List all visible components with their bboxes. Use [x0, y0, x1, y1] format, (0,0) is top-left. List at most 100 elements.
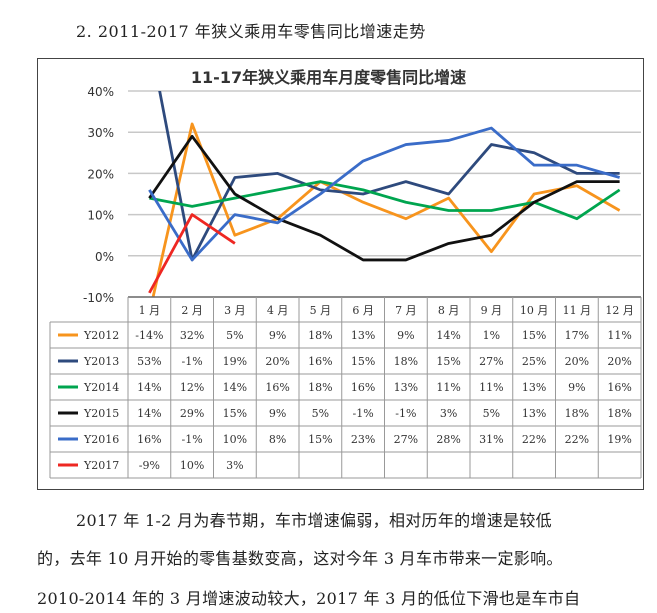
legend-label: Y2017	[83, 459, 119, 472]
y-tick-label: 40%	[87, 85, 114, 99]
data-label: 5%	[226, 329, 243, 342]
data-label: 9%	[269, 407, 286, 420]
data-label: 18%	[308, 381, 332, 394]
data-label: 13%	[351, 329, 375, 342]
month-label: 1 月	[139, 304, 161, 317]
data-label: 15%	[522, 329, 546, 342]
data-label: 17%	[565, 329, 589, 342]
data-label: 11%	[479, 381, 503, 394]
data-label: 32%	[180, 329, 204, 342]
data-label: 16%	[265, 381, 289, 394]
data-label: 1%	[483, 329, 500, 342]
data-label: 29%	[180, 407, 204, 420]
data-label: -1%	[353, 407, 374, 420]
data-label: -9%	[139, 459, 160, 472]
data-label: 19%	[223, 355, 247, 368]
y-tick-label: 0%	[95, 250, 114, 264]
month-label: 6 月	[352, 304, 374, 317]
data-label: -1%	[182, 433, 203, 446]
month-label: 9 月	[481, 304, 503, 317]
data-label: 15%	[223, 407, 247, 420]
month-label: 11 月	[563, 304, 592, 317]
data-label: 16%	[308, 355, 332, 368]
legend-label: Y2012	[83, 329, 119, 342]
legend-label: Y2014	[83, 381, 119, 394]
data-label: 27%	[479, 355, 503, 368]
data-label: 3%	[440, 407, 457, 420]
data-label: 18%	[308, 329, 332, 342]
data-label: 9%	[269, 329, 286, 342]
data-label: 15%	[436, 355, 460, 368]
data-label: 15%	[351, 355, 375, 368]
data-label: 20%	[265, 355, 289, 368]
data-label: 18%	[607, 407, 631, 420]
data-label: 5%	[312, 407, 329, 420]
legend-label: Y2013	[83, 355, 119, 368]
data-label: 31%	[479, 433, 503, 446]
series-line-Y2013	[158, 91, 620, 262]
data-label: 13%	[394, 381, 418, 394]
paragraph-line-3: 2010-2014 年的 3 月增速波动较大，2017 年 3 月的低位下滑也是…	[37, 589, 581, 608]
legend-label: Y2016	[83, 433, 119, 446]
paragraph-line-2: 的，去年 10 月开始的零售基数变高，这对今年 3 月车市带来一定影响。	[37, 549, 563, 568]
data-label: 13%	[522, 407, 546, 420]
series-line-Y2015	[148, 134, 620, 262]
data-label: 22%	[522, 433, 546, 446]
data-label: 16%	[351, 381, 375, 394]
y-tick-label: 30%	[87, 126, 114, 140]
legend-label: Y2015	[83, 407, 119, 420]
month-label: 3 月	[224, 304, 246, 317]
data-label: 5%	[483, 407, 500, 420]
data-label: 16%	[137, 433, 161, 446]
month-label: 4 月	[267, 304, 289, 317]
data-label: 13%	[522, 381, 546, 394]
data-label: 27%	[394, 433, 418, 446]
data-label: -1%	[182, 355, 203, 368]
paragraph-line-1: 2017 年 1-2 月为春节期，车市增速偏弱，相对历年的增速是较低	[76, 511, 552, 530]
data-label: 23%	[351, 433, 375, 446]
data-label: 10%	[180, 459, 204, 472]
section-heading: 2. 2011-2017 年狭义乘用车零售同比增速走势	[76, 22, 426, 41]
data-label: 8%	[269, 433, 286, 446]
data-label: 16%	[607, 381, 631, 394]
month-label: 8 月	[438, 304, 460, 317]
series-line-Y2017	[148, 213, 236, 294]
series-line-Y2016	[148, 126, 621, 262]
month-label: 5 月	[310, 304, 332, 317]
data-label: 28%	[436, 433, 460, 446]
data-label: 14%	[223, 381, 247, 394]
data-label: 3%	[226, 459, 243, 472]
data-label: -1%	[395, 407, 416, 420]
data-label: 14%	[137, 381, 161, 394]
series-line-Y2012	[151, 122, 621, 297]
data-label: 22%	[565, 433, 589, 446]
data-label: 14%	[436, 329, 460, 342]
y-tick-label: 20%	[87, 167, 114, 181]
data-label: 11%	[436, 381, 460, 394]
month-label: 10 月	[520, 304, 549, 317]
data-label: 20%	[565, 355, 589, 368]
chart-title: 11-17年狭义乘用车月度零售同比增速	[190, 68, 467, 87]
data-label: 10%	[223, 433, 247, 446]
month-label: 2 月	[181, 304, 203, 317]
data-label: 14%	[137, 407, 161, 420]
data-label: 12%	[180, 381, 204, 394]
data-label: 9%	[397, 329, 414, 342]
month-label: 12 月	[605, 304, 634, 317]
data-label: 18%	[565, 407, 589, 420]
y-tick-label: 10%	[87, 209, 114, 223]
chart-frame	[37, 58, 644, 490]
series-line-Y2014	[149, 180, 621, 221]
data-label: 9%	[568, 381, 585, 394]
data-label: 18%	[394, 355, 418, 368]
month-label: 7 月	[395, 304, 417, 317]
data-label: -14%	[135, 329, 163, 342]
data-label: 11%	[607, 329, 631, 342]
data-label: 20%	[607, 355, 631, 368]
data-label: 25%	[522, 355, 546, 368]
data-label: 15%	[308, 433, 332, 446]
data-label: 53%	[137, 355, 161, 368]
data-label: 19%	[607, 433, 631, 446]
y-tick-label: -10%	[83, 291, 114, 305]
